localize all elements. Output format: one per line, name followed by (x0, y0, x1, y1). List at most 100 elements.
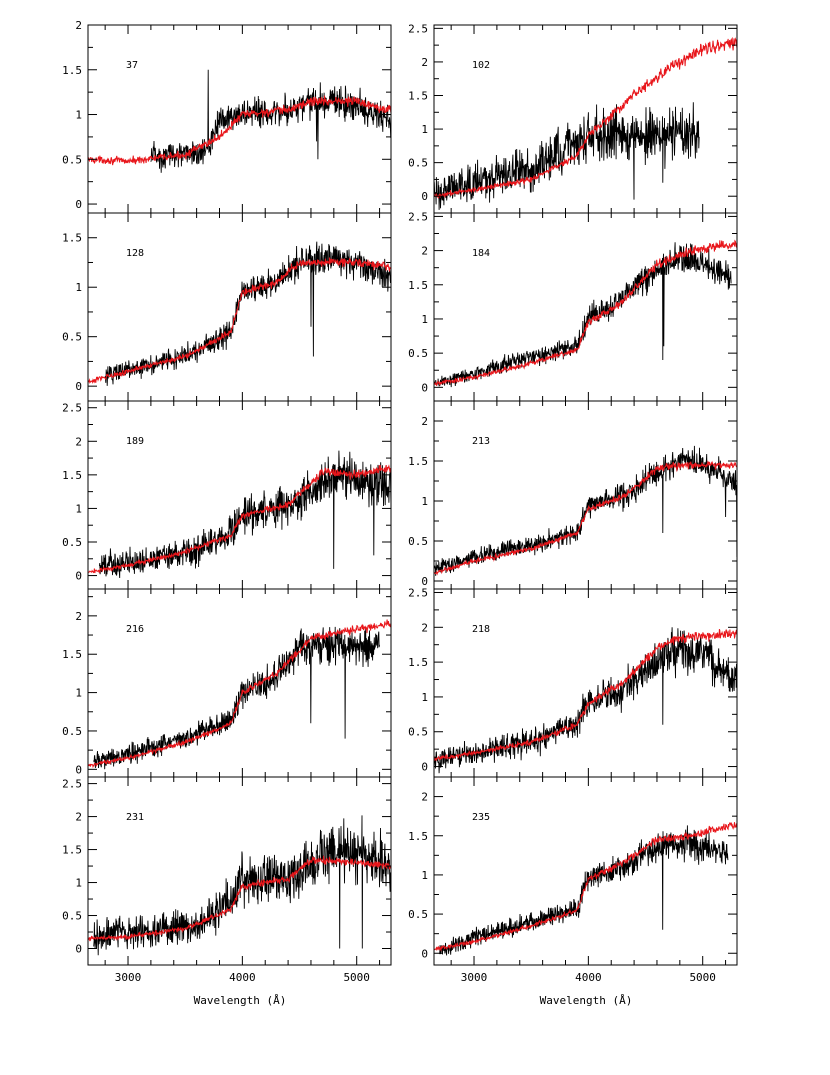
model-spectrum-213 (434, 460, 737, 576)
y-tick-label: 0.5 (408, 157, 428, 170)
y-tick-label: 2.5 (408, 586, 428, 599)
y-tick-label: 0 (75, 763, 82, 776)
y-tick-label: 1.5 (62, 844, 82, 857)
x-tick-label: 3000 (461, 971, 488, 984)
y-tick-label: 1 (75, 877, 82, 890)
y-tick-label: 1.5 (408, 279, 428, 292)
panel-231-curves (88, 815, 391, 956)
y-tick-label: 0.5 (408, 347, 428, 360)
y-tick-label: 2.5 (408, 210, 428, 223)
panel-189-curves (88, 450, 391, 579)
y-tick-label: 0 (75, 380, 82, 393)
y-tick-label: 1 (421, 123, 428, 136)
observed-spectrum-216 (93, 626, 380, 770)
panel-id-label: 216 (126, 624, 144, 635)
y-tick-label: 2 (421, 621, 428, 634)
x-axis-label-left: Wavelength (Å) (194, 994, 287, 1007)
x-tick-label: 4000 (229, 971, 256, 984)
y-tick-label: 2 (75, 811, 82, 824)
model-spectrum-235 (434, 822, 737, 952)
y-tick-label: 2.5 (62, 402, 82, 415)
model-spectrum-102 (434, 36, 737, 199)
y-tick-label: 1 (75, 109, 82, 122)
panel-37: 0 0.5 1 1.5 2 37 (62, 19, 392, 214)
y-tick-label: 1 (75, 687, 82, 700)
panel-184: 0 0.5 1 1.5 2 2.5 184 (408, 210, 738, 402)
y-tick-label: 0 (421, 761, 428, 774)
panel-id-label: 37 (126, 60, 138, 71)
panel-frame-235 (433, 776, 738, 966)
model-spectrum-218 (434, 629, 737, 762)
panel-213: 0 0.5 1 1.5 2 213 (408, 400, 738, 590)
y-tick-label: 0 (75, 198, 82, 211)
y-tick-label: 2.5 (62, 778, 82, 791)
y-tick-label: 1.5 (62, 64, 82, 77)
panel-213-curves (434, 445, 737, 576)
y-tick-label: 0 (421, 190, 428, 203)
y-tick-label: 2 (421, 56, 428, 69)
model-spectrum-184 (434, 239, 737, 386)
y-tick-label: 1 (421, 495, 428, 508)
panel-218-curves (434, 627, 737, 774)
y-tick-label: 0.5 (62, 331, 82, 344)
y-tick-label: 0.5 (62, 536, 82, 549)
model-spectrum-37 (88, 95, 391, 166)
x-tick-label: 5000 (689, 971, 716, 984)
y-tick-label: 1 (421, 691, 428, 704)
panel-128: 0 0.5 1 1.5 128 (62, 212, 392, 402)
x-axis-label-right: Wavelength (Å) (540, 994, 633, 1007)
panel-frame-218 (433, 588, 738, 778)
panel-235: 0 0.5 1 1.5 2 235 3000 4000 5000 (408, 776, 738, 984)
y-tick-label: 1.5 (62, 648, 82, 661)
y-tick-label: 0 (421, 381, 428, 394)
panel-id-label: 102 (472, 60, 490, 71)
panel-102: 0 0.5 1 1.5 2 2.5 102 (408, 22, 738, 214)
y-tick-label: 2 (75, 19, 82, 32)
y-tick-label: 2 (421, 245, 428, 258)
panel-189: 0 0.5 1 1.5 2 2.5 189 (62, 400, 392, 590)
observed-spectrum-213 (434, 445, 737, 576)
y-tick-label: 2 (421, 415, 428, 428)
y-tick-label: 0 (421, 575, 428, 588)
y-tick-label: 0 (75, 570, 82, 583)
y-tick-label: 1.5 (408, 830, 428, 843)
panels-layer: 00.511.523700.511.522.510200.511.512800.… (62, 19, 738, 984)
y-tick-label: 1 (421, 313, 428, 326)
panel-id-label: 184 (472, 248, 490, 259)
panel-id-label: 218 (472, 624, 490, 635)
y-tick-label: 2 (75, 435, 82, 448)
y-tick-label: 1.5 (408, 90, 428, 103)
y-tick-label: 1 (75, 502, 82, 515)
y-tick-label: 0.5 (408, 726, 428, 739)
observed-spectrum-128 (104, 241, 391, 386)
model-spectrum-231 (88, 855, 391, 942)
model-spectrum-128 (88, 257, 391, 384)
y-tick-label: 0 (75, 943, 82, 956)
y-tick-label: 1.5 (62, 469, 82, 482)
y-tick-label: 2 (75, 610, 82, 623)
panel-184-curves (434, 239, 737, 388)
x-tick-label: 3000 (115, 971, 142, 984)
panel-id-label: 189 (126, 436, 144, 447)
panel-id-label: 128 (126, 248, 144, 259)
x-tick-label: 4000 (575, 971, 602, 984)
y-tick-label: 1 (421, 869, 428, 882)
panel-216: 0 0.5 1 1.5 2 216 (62, 588, 392, 778)
y-tick-label: 2.5 (408, 22, 428, 35)
y-tick-label: 0.5 (408, 535, 428, 548)
observed-spectrum-37 (150, 69, 391, 173)
y-tick-label: 2 (421, 791, 428, 804)
x-tick-label: 5000 (343, 971, 370, 984)
y-tick-label: 0.5 (62, 725, 82, 738)
panel-id-label: 231 (126, 812, 144, 823)
y-tick-label: 1.5 (62, 232, 82, 245)
panel-frame-231 (87, 776, 392, 966)
panel-frame-184 (433, 212, 738, 402)
panel-218: 0 0.5 1 1.5 2 2.5 218 (408, 586, 738, 778)
y-tick-label: 0.5 (62, 910, 82, 923)
panel-102-curves (434, 36, 737, 210)
observed-spectrum-231 (93, 815, 391, 956)
model-spectrum-189 (88, 464, 391, 574)
y-tick-label: 1.5 (408, 656, 428, 669)
